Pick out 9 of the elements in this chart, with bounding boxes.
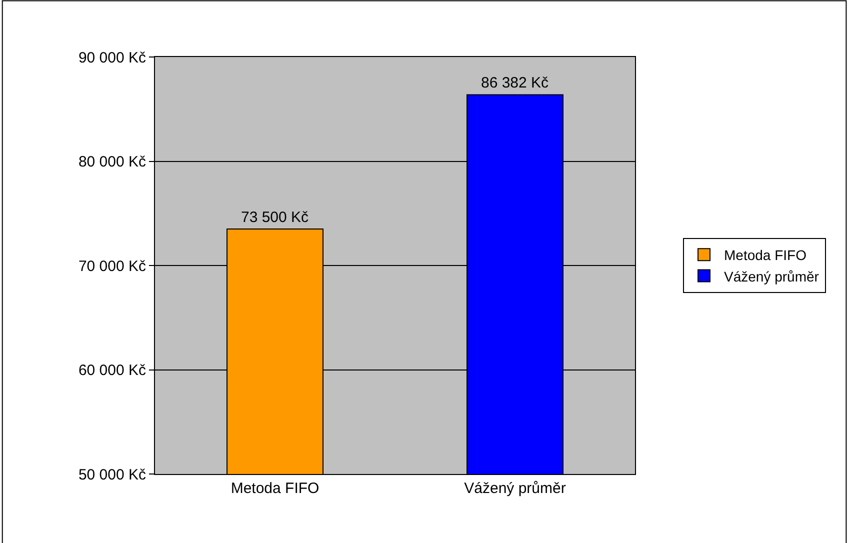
legend-label: Vážený průměr	[724, 268, 820, 284]
data-label: 86 382 Kč	[480, 74, 550, 92]
y-tick-label: 70 000 Kč	[78, 258, 146, 275]
y-tick-label: 80 000 Kč	[78, 154, 146, 170]
y-tick-label: 50 000 Kč	[78, 466, 146, 484]
data-label: 73 500 Kč	[240, 209, 310, 226]
legend-label: Metoda FIFO	[724, 247, 807, 264]
y-tick-label: 90 000 Kč	[78, 49, 146, 66]
y-tick-label: 60 000 Kč	[78, 362, 146, 379]
